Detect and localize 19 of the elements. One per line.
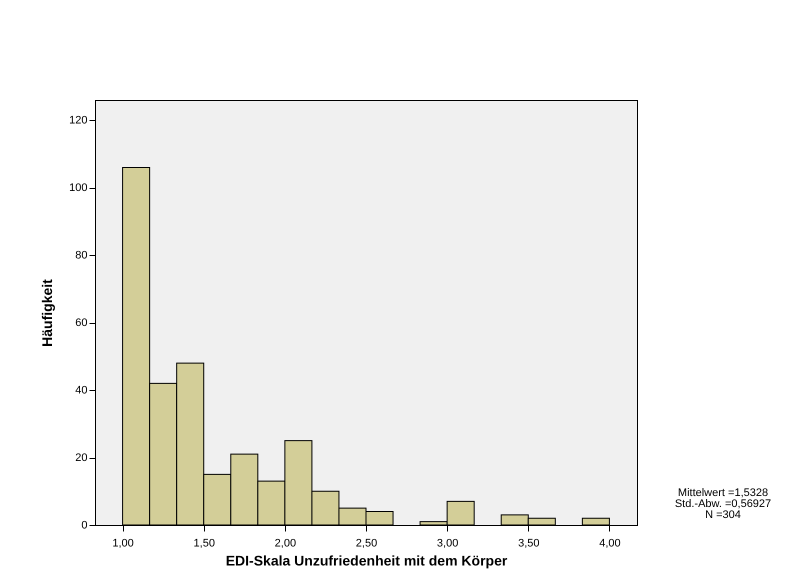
y-tick-label: 120 xyxy=(69,114,88,127)
y-tick-label: 0 xyxy=(81,520,88,532)
y-tick-label: 40 xyxy=(75,384,88,397)
x-tick-label: 3,50 xyxy=(518,538,540,550)
y-tick-label: 100 xyxy=(69,182,88,194)
x-tick-label: 1,00 xyxy=(112,538,134,550)
x-tick-label: 3,00 xyxy=(436,538,458,550)
x-tick-label: 4,00 xyxy=(599,538,621,550)
x-tick-label: 1,50 xyxy=(194,538,215,550)
y-tick-label: 80 xyxy=(75,250,88,262)
y-tick-label: 20 xyxy=(75,452,88,464)
text: Mittelwert =1,5328 xyxy=(678,487,768,499)
text: N =304 xyxy=(705,509,741,521)
y-axis-title: Häufigkeit xyxy=(39,278,56,347)
text: Std.-Abw. =0,56927 xyxy=(674,498,772,510)
x-axis-title: EDI-Skala Unzufriedenheit mit dem Körper xyxy=(226,552,508,568)
x-tick-label: 2,50 xyxy=(356,538,378,550)
x-tick-label: 2,00 xyxy=(274,538,296,550)
y-tick-label: 60 xyxy=(75,317,88,330)
